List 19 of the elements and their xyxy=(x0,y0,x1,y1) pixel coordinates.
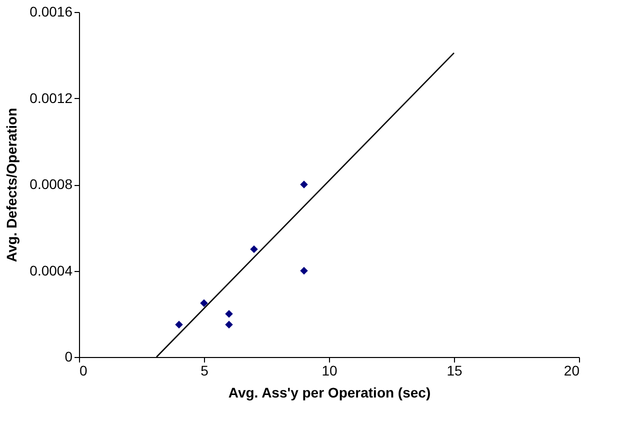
x-tick-label: 5 xyxy=(200,362,209,378)
point xyxy=(300,266,308,275)
x-tick-label: 15 xyxy=(446,362,462,378)
x-tick-label: 20 xyxy=(564,362,580,378)
x-tick-label: 0 xyxy=(80,362,88,378)
point xyxy=(175,320,183,329)
point xyxy=(250,245,258,254)
point xyxy=(300,180,308,188)
y-tick-label: 0.0008 xyxy=(30,176,73,192)
y-axis-title: Avg. Defects/Operation xyxy=(4,108,20,262)
point xyxy=(225,320,233,329)
x-tick-label: 10 xyxy=(322,362,338,378)
y-tick-label: 0.0012 xyxy=(30,90,73,106)
x-axis-title: Avg. Ass'y per Operation (sec) xyxy=(228,384,431,400)
y-tick-label: 0.0016 xyxy=(30,4,73,20)
point xyxy=(200,299,208,307)
point xyxy=(225,310,233,318)
y-tick-label: 0 xyxy=(64,348,73,364)
y-tick-label: 0.0004 xyxy=(30,262,73,278)
